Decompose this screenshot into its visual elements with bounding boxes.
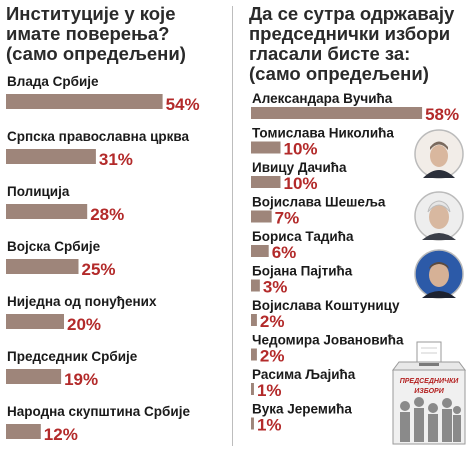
bar (251, 383, 254, 395)
value-label: 6% (272, 243, 297, 262)
institutions-bar-chart: Влада Србије 54% Српска православна црква 3… (6, 74, 200, 444)
bar (251, 176, 281, 188)
candidates-bar-chart: ПРЕДСЕДНИЧКИ ИЗБОРИ Александара Вучића 58… (251, 91, 466, 445)
candidates-title-line: гласали бисте за: (249, 43, 411, 64)
value-label: 1% (257, 416, 282, 435)
portrait-photo (414, 249, 464, 299)
institutions-title: Институције у које имате поверења? (само… (6, 4, 186, 64)
value-label: 25% (82, 260, 116, 279)
value-label: 2% (260, 347, 285, 366)
bar (251, 348, 257, 361)
category-label: Ниједна од понуђених (7, 294, 157, 309)
category-label: Вука Јеремића (252, 402, 352, 417)
institutions-title-line: имате поверења? (6, 23, 170, 44)
value-label: 12% (44, 425, 78, 444)
bar (251, 279, 260, 292)
category-label: Војислава Шешеља (252, 195, 386, 210)
value-label: 10% (284, 174, 318, 193)
category-label: Александара Вучића (252, 91, 393, 106)
bar (6, 149, 96, 164)
candidates-title-line: председнички избори (249, 23, 451, 44)
bar (6, 369, 62, 384)
value-label: 28% (90, 205, 124, 224)
value-label: 1% (257, 381, 282, 400)
portrait-photo (414, 191, 464, 241)
value-label: 7% (275, 209, 300, 228)
value-label: 3% (263, 278, 288, 297)
ballot-box-label: ПРЕДСЕДНИЧКИ (400, 378, 460, 385)
value-label: 58% (425, 105, 459, 124)
category-label: Народна скупштина Србије (7, 404, 190, 419)
category-label: Бојана Пајтића (252, 264, 353, 279)
category-label: Српска православна црква (7, 129, 189, 144)
bar (251, 210, 272, 223)
bar (6, 259, 79, 274)
portrait-photo (414, 129, 464, 179)
panel-divider (232, 6, 233, 446)
ballot-box-label: ИЗБОРИ (414, 388, 445, 395)
category-label: Томислава Николића (252, 126, 394, 141)
value-label: 19% (64, 370, 98, 389)
candidates-title-line: Да се сутра одржавају (249, 3, 455, 24)
bar (251, 107, 423, 119)
value-label: 31% (99, 150, 133, 169)
value-label: 20% (67, 315, 101, 334)
institutions-title-line: Институције у које (6, 3, 176, 24)
candidates-title-line: (само опредељени) (249, 63, 429, 84)
category-label: Чедомира Јовановића (252, 333, 404, 348)
bar (251, 417, 254, 430)
bar (251, 245, 269, 257)
bar (6, 204, 88, 219)
category-label: Влада Србије (7, 74, 99, 89)
value-label: 10% (284, 140, 318, 159)
bar (251, 141, 281, 154)
bar (6, 94, 163, 109)
bar (6, 424, 41, 439)
value-label: 54% (166, 95, 200, 114)
bar (6, 314, 64, 329)
category-label: Војислава Коштуницу (252, 298, 400, 313)
category-label: Бориса Тадића (252, 229, 354, 244)
category-label: Војска Србије (7, 239, 101, 254)
category-label: Председник Србије (7, 349, 138, 364)
institutions-title-line: (само опредељени) (6, 43, 186, 64)
bar (251, 314, 257, 326)
category-label: Ивицу Дачића (252, 160, 347, 175)
ballot-box-illustration: ПРЕДСЕДНИЧКИ ИЗБОРИ (392, 341, 466, 445)
candidates-title: Да се сутра одржавају председнички избор… (249, 4, 454, 84)
category-label: Расима Љајића (252, 367, 356, 382)
category-label: Полиција (7, 184, 70, 199)
value-label: 2% (260, 312, 285, 331)
